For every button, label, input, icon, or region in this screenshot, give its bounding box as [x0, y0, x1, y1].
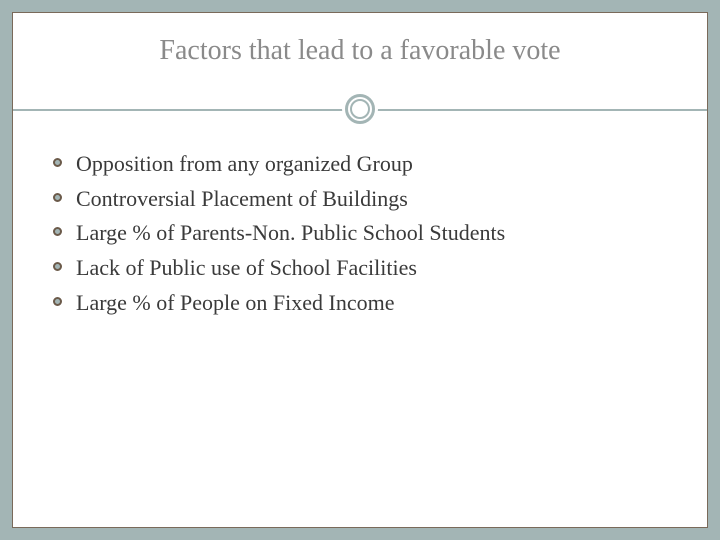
bullet-text: Large % of People on Fixed Income	[76, 288, 395, 318]
bullet-icon	[53, 158, 62, 167]
slide-title: Factors that lead to a favorable vote	[13, 13, 707, 85]
list-item: Large % of Parents-Non. Public School St…	[53, 218, 679, 248]
divider-ring	[342, 91, 378, 127]
bullet-icon	[53, 297, 62, 306]
list-item: Large % of People on Fixed Income	[53, 288, 679, 318]
bullet-icon	[53, 193, 62, 202]
bullet-list: Opposition from any organized Group Cont…	[13, 131, 707, 317]
bullet-text: Controversial Placement of Buildings	[76, 184, 408, 214]
list-item: Controversial Placement of Buildings	[53, 184, 679, 214]
list-item: Lack of Public use of School Facilities	[53, 253, 679, 283]
title-divider	[13, 91, 707, 131]
slide-panel: Factors that lead to a favorable vote Op…	[12, 12, 708, 528]
bullet-text: Large % of Parents-Non. Public School St…	[76, 218, 505, 248]
bullet-icon	[53, 227, 62, 236]
bullet-text: Opposition from any organized Group	[76, 149, 413, 179]
list-item: Opposition from any organized Group	[53, 149, 679, 179]
bullet-icon	[53, 262, 62, 271]
bullet-text: Lack of Public use of School Facilities	[76, 253, 417, 283]
